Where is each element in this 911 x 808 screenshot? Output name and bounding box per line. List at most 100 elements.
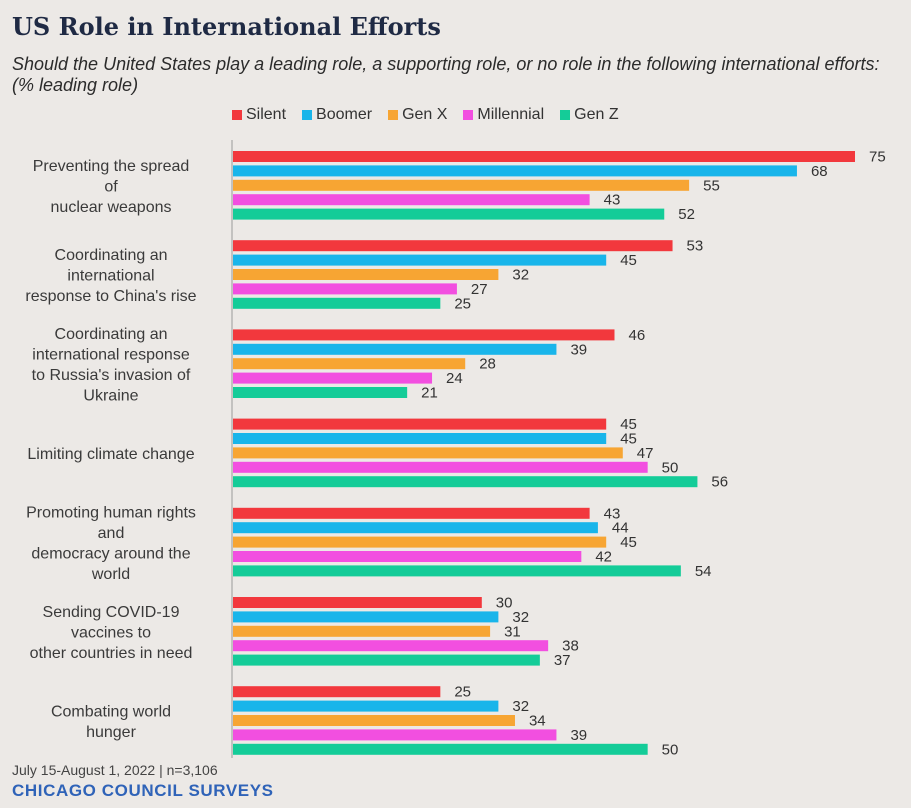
category-label-line: Promoting human rights <box>26 504 196 521</box>
category-label: Limiting climate change <box>27 446 194 463</box>
category-label: Promoting human rights and democracy aroun… <box>26 504 196 582</box>
data-label: 32 <box>512 267 529 284</box>
category-label-line: of <box>104 178 118 195</box>
data-label: 24 <box>446 370 463 387</box>
data-label: 45 <box>620 534 637 551</box>
bar-boomer <box>233 343 557 355</box>
category-label-line: and <box>98 525 125 542</box>
category-label: Preventing the spread of nuclear weapons <box>33 158 190 216</box>
category-label-line: Limiting climate change <box>27 446 194 463</box>
legend: Silent Boomer Gen X Millennial Gen Z <box>232 106 619 124</box>
bar-millennial <box>233 461 648 473</box>
data-label: 28 <box>479 356 496 373</box>
data-label: 45 <box>620 431 637 448</box>
data-label: 52 <box>678 206 695 223</box>
bar-gen-x <box>233 625 491 637</box>
data-label: 25 <box>454 295 471 312</box>
data-label: 45 <box>620 416 637 433</box>
chart-subtitle: Should the United States play a leading … <box>12 54 880 95</box>
category-label: Sending COVID-19 vaccines to other countri… <box>30 604 193 662</box>
data-label: 44 <box>612 520 629 537</box>
category-label-line: Ukraine <box>83 387 138 404</box>
bar-millennial <box>233 194 590 206</box>
category-label-line: hunger <box>86 724 136 741</box>
data-label: 54 <box>695 563 712 580</box>
bar-silent <box>233 507 590 519</box>
bar-gen-z <box>233 476 698 488</box>
legend-item-gen-x: Gen X <box>388 106 447 124</box>
bar-boomer <box>233 700 499 712</box>
brand-logo-text: CHICAGO COUNCIL SURVEYS <box>12 781 274 800</box>
data-label: 38 <box>562 638 579 655</box>
data-label: 42 <box>595 549 612 566</box>
data-label: 34 <box>529 713 546 730</box>
bar-gen-x <box>233 179 690 191</box>
data-label: 45 <box>620 252 637 269</box>
category-label: Combating world hunger <box>51 703 171 741</box>
data-label: 47 <box>637 445 654 462</box>
bar-gen-z <box>233 208 665 220</box>
category-label-line: response to China's rise <box>25 288 196 305</box>
category-label-line: Combating world <box>51 703 171 720</box>
legend-label-boomer: Boomer <box>316 106 373 123</box>
legend-label-gen-z: Gen Z <box>574 106 619 123</box>
data-label: 30 <box>496 595 513 612</box>
bar-millennial <box>233 729 557 741</box>
bar-silent <box>233 151 855 162</box>
data-label: 43 <box>604 505 621 522</box>
data-label: 75 <box>869 149 886 166</box>
bar-millennial <box>233 372 433 384</box>
legend-swatch-gen-x <box>388 110 399 120</box>
legend-swatch-silent <box>232 110 242 120</box>
data-label: 43 <box>604 192 621 209</box>
category-label-line: Sending COVID-19 <box>43 604 180 621</box>
chart-title: US Role in International Efforts <box>12 12 441 41</box>
legend-label-millennial: Millennial <box>477 106 545 123</box>
legend-item-gen-z: Gen Z <box>560 106 619 124</box>
legend-label-silent: Silent <box>246 106 287 123</box>
bar-silent <box>233 418 607 430</box>
bar-millennial <box>233 640 549 652</box>
data-label: 46 <box>628 327 645 344</box>
data-label: 37 <box>554 652 571 669</box>
bar-gen-x <box>233 447 623 459</box>
bar-gen-z <box>233 743 648 755</box>
bar-boomer <box>233 611 499 623</box>
category-label: Coordinating an international response to … <box>25 247 196 305</box>
category-label-line: world <box>91 566 130 583</box>
bar-chart: Preventing the spread of nuclear weapons 75… <box>25 140 886 758</box>
bar-silent <box>233 686 441 698</box>
bar-boomer <box>233 254 607 266</box>
legend-item-millennial: Millennial <box>463 106 544 124</box>
data-label: 39 <box>570 727 587 744</box>
legend-item-boomer: Boomer <box>302 106 372 124</box>
bar-gen-z <box>233 297 441 309</box>
data-label: 50 <box>662 459 679 476</box>
legend-label-gen-x: Gen X <box>402 106 448 123</box>
data-label: 31 <box>504 623 521 640</box>
survey-note: July 15-August 1, 2022 | n=3,106 <box>12 762 218 778</box>
data-label: 50 <box>662 741 679 758</box>
data-label: 55 <box>703 177 720 194</box>
data-label: 56 <box>711 474 728 491</box>
data-label: 39 <box>570 341 587 358</box>
bar-boomer <box>233 165 797 177</box>
bar-gen-z <box>233 387 408 398</box>
bar-gen-x <box>233 269 499 280</box>
category-label-line: democracy around the <box>31 545 190 562</box>
data-label: 27 <box>471 281 488 298</box>
category-label: Coordinating an international response to … <box>32 326 191 405</box>
data-label: 32 <box>512 698 529 715</box>
bar-silent <box>233 329 615 341</box>
bar-boomer <box>233 433 607 444</box>
category-label-line: nuclear weapons <box>51 199 172 216</box>
data-label: 21 <box>421 385 438 402</box>
category-label-line: to Russia's invasion of <box>32 367 191 384</box>
bar-silent <box>233 240 673 252</box>
bar-gen-z <box>233 654 540 666</box>
category-label-line: Coordinating an <box>55 247 168 264</box>
bar-silent <box>233 597 482 608</box>
data-label: 25 <box>454 684 471 701</box>
bar-millennial <box>233 283 457 295</box>
legend-swatch-boomer <box>302 110 313 120</box>
